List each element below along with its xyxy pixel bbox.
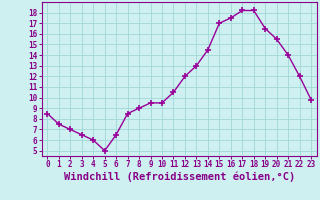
X-axis label: Windchill (Refroidissement éolien,°C): Windchill (Refroidissement éolien,°C) (64, 172, 295, 182)
